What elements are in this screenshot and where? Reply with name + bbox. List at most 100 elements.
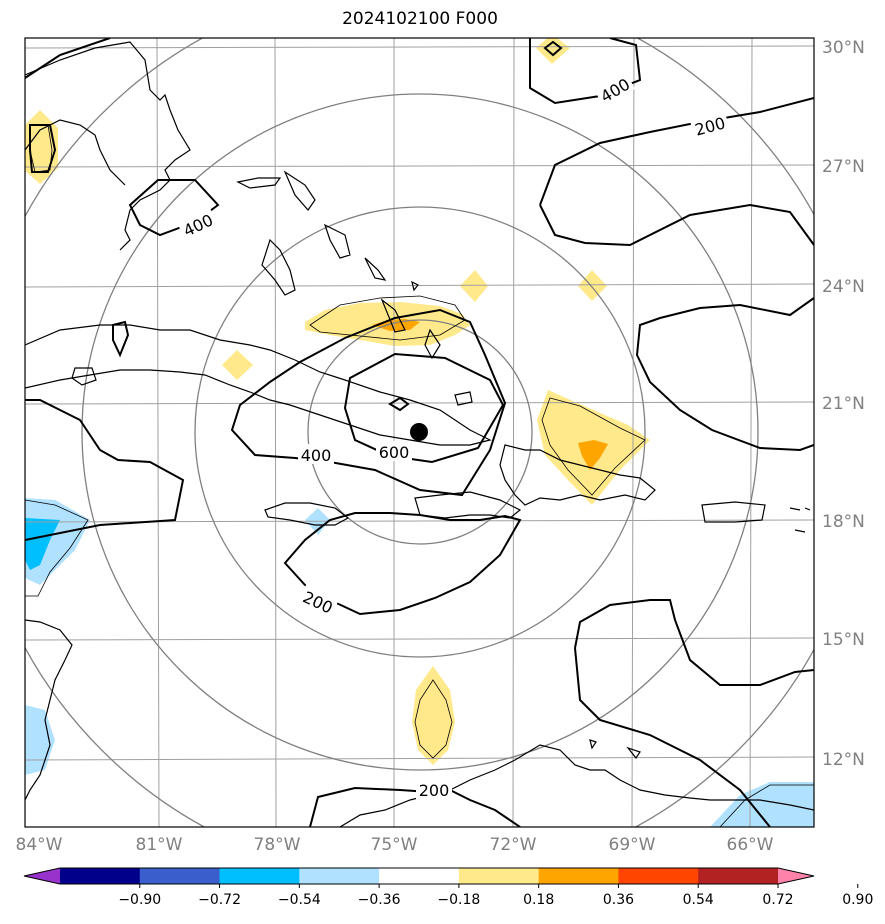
contour-small-center [388, 396, 410, 412]
colorbar-tick-label: 0.72 [762, 892, 793, 908]
colorbar-extend-low [24, 868, 60, 884]
contour-200-sw [309, 786, 521, 827]
colorbar-segment [698, 868, 779, 884]
meridian-78w [274, 38, 277, 827]
coast-bahamas-4 [323, 223, 351, 259]
lon-label: 69°W [609, 835, 656, 855]
coast-bahamas-2 [236, 177, 282, 189]
coast-lesser-antilles [789, 507, 811, 533]
coast-bahamas-5 [364, 257, 387, 281]
longitude-labels: 84°W 81°W 78°W 75°W 72°W 69°W 66°W [16, 835, 774, 855]
range-ring-2 [194, 206, 646, 658]
contour-top-diamond [543, 40, 563, 57]
colorbar-tick-label: 0.54 [683, 892, 714, 908]
colorbar-tick-label: −0.90 [118, 892, 161, 908]
colorbar-tick-label: −0.72 [198, 892, 241, 908]
coast-bahamas-8 [411, 280, 419, 292]
colorbar-segment [60, 868, 141, 884]
plot-frame [24, 37, 815, 828]
contour-200-southeast [574, 599, 814, 686]
contour-200-north [25, 38, 814, 206]
contour-200-east-b [635, 297, 814, 452]
coast-jamaica [264, 502, 350, 526]
coast-curacao [626, 746, 641, 760]
contour-200-east [539, 203, 814, 247]
contour-400-center [230, 308, 507, 497]
colorbar-segment [538, 868, 619, 884]
contour-200-main [25, 399, 185, 541]
meridian-81w [156, 38, 160, 827]
lon-label: 81°W [136, 835, 183, 855]
thin-contours [25, 124, 814, 827]
coast-gulf-west [25, 119, 126, 186]
coast-hispaniola [499, 444, 656, 506]
coast-bahamas-6 [380, 298, 406, 333]
coast-bahamas-3 [283, 170, 316, 211]
contour-florida-small [29, 124, 57, 173]
lon-label: 72°W [490, 835, 537, 855]
parallel-15n [25, 637, 814, 641]
lat-label: 30°N [822, 38, 865, 58]
shade-yellow-top [536, 38, 570, 64]
colorbar-tick-label: 0.36 [603, 892, 634, 908]
coast-bahamas-1 [261, 238, 296, 296]
colorbar-segment [139, 868, 221, 884]
range-rings [25, 38, 814, 827]
parallel-12n [25, 756, 814, 761]
meridian-72w [512, 38, 515, 827]
lon-label: 84°W [16, 835, 63, 855]
range-ring-3 [81, 93, 759, 771]
colorbar: −0.90 −0.72 −0.54 −0.36 −0.18 0.18 0.36 0.54 0.7… [23, 867, 873, 908]
shade-yellow-small-2 [578, 270, 607, 301]
colorbar-outline [23, 867, 815, 885]
coast-cuba [25, 324, 492, 446]
shade-blue-sw [25, 705, 55, 775]
shade-yellow-south [412, 666, 455, 765]
coast-cent-america [25, 619, 73, 801]
shade-cyan-west [25, 518, 60, 570]
coast-turks [454, 391, 473, 406]
lat-label: 18°N [822, 512, 865, 532]
coast-puerto-rico [701, 501, 766, 523]
parallel-27n [25, 164, 814, 168]
contour-label: 600 [379, 443, 410, 462]
shade-orange-haiti [578, 440, 608, 470]
colorbar-segment [458, 868, 540, 884]
parallel-30n [25, 45, 814, 49]
latitude-labels: 30°N 27°N 24°N 21°N 18°N 15°N 12°N [822, 38, 865, 770]
thin-contour-west [25, 499, 89, 597]
coast-bahamas-7 [424, 328, 441, 360]
lat-label: 24°N [822, 277, 865, 297]
contour-bahamas-stub [112, 320, 130, 358]
contour-label: 400 [301, 446, 332, 465]
contour-labels: 400 200 400 400 600 200 200 [177, 71, 730, 800]
bold-contours [25, 38, 814, 827]
parallel-24n [25, 283, 814, 288]
meridian-66w [749, 38, 753, 827]
map-title: 2024102100 F000 [342, 9, 498, 29]
colorbar-extend-high [778, 868, 814, 884]
contour-200-se-b [574, 647, 771, 827]
colorbar-segment [299, 868, 380, 884]
colorbar-tick-label: 0.18 [523, 892, 554, 908]
shade-yellow-small-1 [460, 270, 488, 302]
shade-blue-se [710, 782, 814, 827]
colorbar-segment [379, 868, 460, 884]
coast-aruba [589, 739, 597, 750]
colorbar-tick-label: 0.90 [842, 892, 873, 908]
lat-label: 21°N [822, 394, 865, 414]
colorbar-segment [618, 868, 699, 884]
contour-200-south [283, 512, 522, 616]
coast-isla-juventud [71, 367, 97, 386]
shade-yellow-small-3 [222, 350, 253, 380]
lat-label: 12°N [822, 750, 865, 770]
contour-label: 200 [419, 781, 450, 800]
colorbar-segment [219, 868, 300, 884]
lon-label: 66°W [727, 835, 774, 855]
lon-label: 75°W [371, 835, 418, 855]
storm-center-marker [410, 423, 428, 441]
thin-contour-south [414, 679, 453, 759]
thin-contour-se [719, 784, 814, 827]
lon-label: 78°W [254, 835, 301, 855]
